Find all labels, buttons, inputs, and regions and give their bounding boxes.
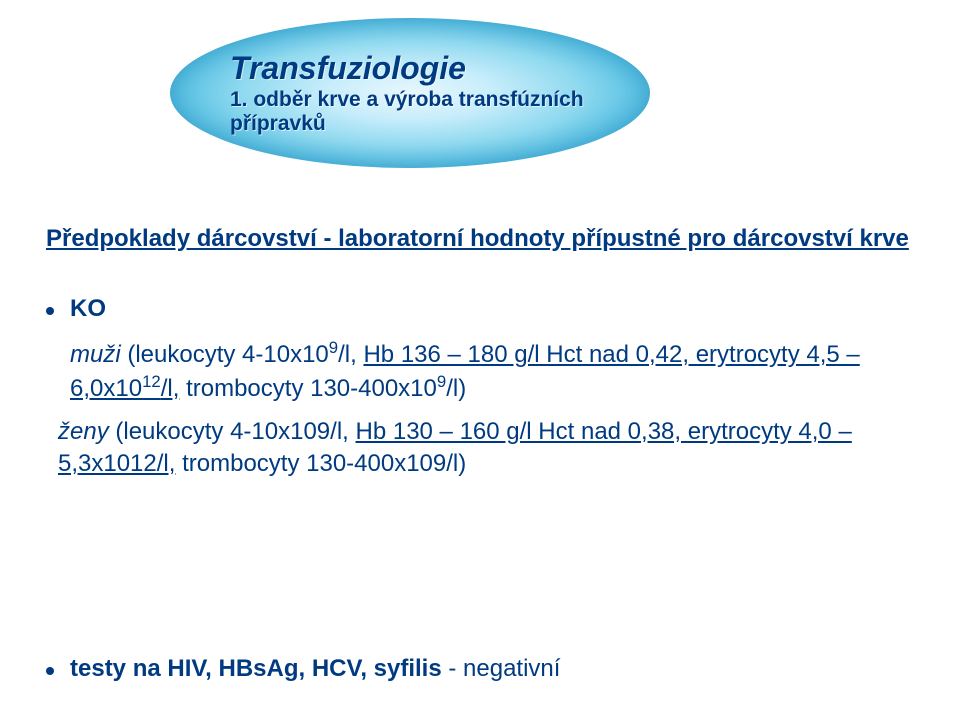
women-lead: ženy [58, 418, 115, 445]
men-pre: (leukocyty 4-10x10 [127, 341, 328, 368]
ko-label: KO [70, 295, 106, 323]
bullet-dot-icon [46, 667, 54, 675]
men-tail: /l) [446, 375, 466, 402]
bullet-dot-icon [46, 307, 54, 315]
footer-rest: - negativní [442, 655, 561, 682]
footer-text: testy na HIV, HBsAg, HCV, syfilis - nega… [70, 655, 560, 683]
section-heading: Předpoklady dárcovství - laboratorní hod… [46, 225, 930, 253]
men-aftersup1: /l, [338, 341, 363, 368]
men-sup3: 9 [437, 372, 446, 391]
bullet-ko: KO [46, 295, 930, 323]
footer-bullet: testy na HIV, HBsAg, HCV, syfilis - nega… [46, 655, 560, 683]
title-sub: 1. odběr krve a výroba transfúzních příp… [230, 88, 650, 136]
title-bubble: Transfuziologie 1. odběr krve a výroba t… [170, 18, 650, 168]
body-content: Předpoklady dárcovství - laboratorní hod… [46, 225, 930, 481]
women-paragraph: ženy (leukocyty 4-10x109/l, Hb 130 – 160… [58, 416, 930, 481]
men-sup2: 12 [142, 372, 161, 391]
men-afterul: trombocyty 130-400x10 [179, 375, 436, 402]
slide: Transfuziologie 1. odběr krve a výroba t… [0, 0, 960, 719]
women-pre: (leukocyty 4-10x109/l, [115, 418, 355, 445]
men-ul-tail: /l, [161, 375, 180, 402]
men-paragraph: muži (leukocyty 4-10x109/l, Hb 136 – 180… [70, 337, 930, 406]
women-afterul: trombocyty 130-400x109/l) [175, 450, 466, 477]
footer-bold: testy na HIV, HBsAg, HCV, syfilis [70, 655, 442, 682]
men-lead: muži [70, 341, 127, 368]
title-main: Transfuziologie [230, 50, 650, 87]
men-sup1: 9 [329, 338, 338, 357]
